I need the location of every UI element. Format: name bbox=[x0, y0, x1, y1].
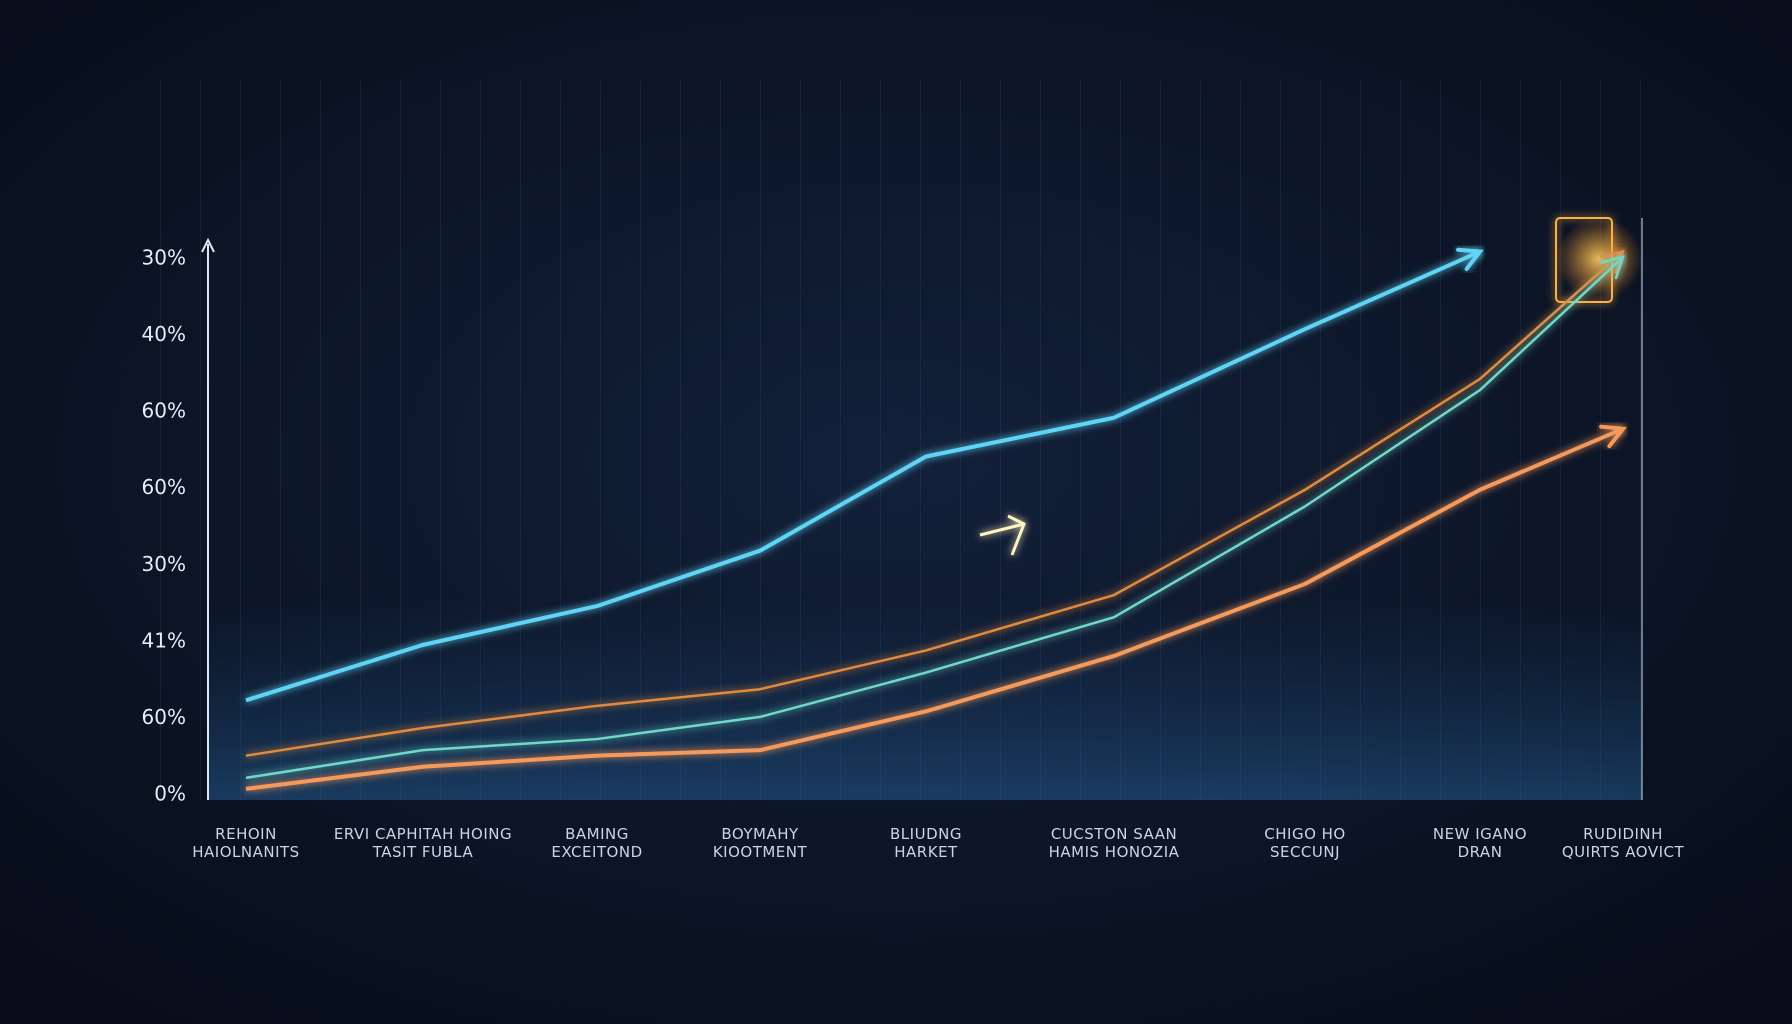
x-tick-label: BAMING EXCEITOND bbox=[551, 825, 642, 861]
y-axis-label: 0% bbox=[154, 782, 186, 806]
y-axis-label: 30% bbox=[142, 552, 186, 576]
glow-floor bbox=[208, 600, 1642, 800]
line-arrowhead bbox=[1600, 255, 1625, 280]
x-tick-label: NEW IGANO DRAN bbox=[1433, 825, 1527, 861]
series-line bbox=[245, 256, 1624, 780]
series-line bbox=[245, 250, 1624, 757]
x-tick-label: CHIGO HO SECCUNJ bbox=[1264, 825, 1345, 861]
line-arrowhead bbox=[1599, 424, 1627, 449]
line-arrowhead bbox=[1600, 249, 1625, 274]
x-tick-label: BOYMAHY KIOOTMENT bbox=[713, 825, 808, 861]
x-tick-label: BLIUDNG HARKET bbox=[890, 825, 962, 861]
y-axis-label: 41% bbox=[142, 628, 186, 652]
y-axis-label: 60% bbox=[142, 475, 186, 499]
x-tick-label: ERVI CAPHITAH HOING TASIT FUBLA bbox=[334, 825, 512, 861]
y-axis-arrow bbox=[201, 237, 215, 253]
series-line bbox=[245, 426, 1624, 791]
x-tick-label: CUCSTON SAAN HAMIS HONOZIA bbox=[1049, 825, 1180, 861]
decor-arrow bbox=[979, 514, 1026, 556]
line-arrowhead bbox=[1456, 247, 1484, 272]
x-tick-label: RUDIDINH QUIRTS AOVICT bbox=[1562, 825, 1685, 861]
x-tick-label: REHOIN HAIOLNANITS bbox=[192, 825, 299, 861]
highlight-glow bbox=[1556, 218, 1642, 300]
series-line bbox=[245, 249, 1481, 703]
y-axis-label: 60% bbox=[142, 705, 186, 729]
y-axis-label: 40% bbox=[142, 322, 186, 346]
y-axis-label: 60% bbox=[142, 399, 186, 423]
y-axis-label: 30% bbox=[142, 246, 186, 270]
marks bbox=[245, 247, 1627, 791]
